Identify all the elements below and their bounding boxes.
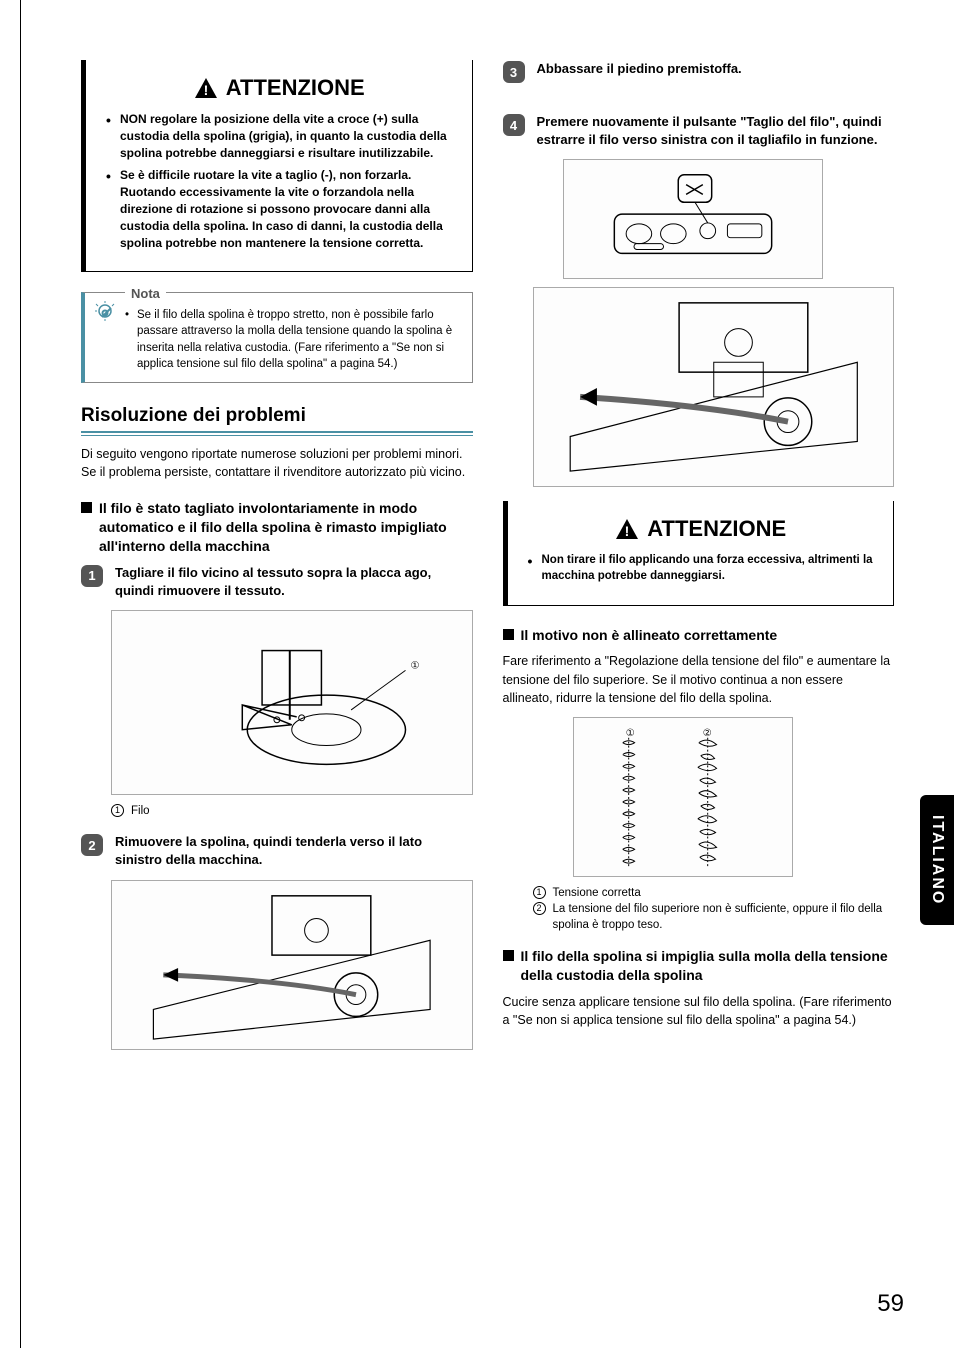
caution-box-2: ! ATTENZIONE Non tirare il filo applican… xyxy=(503,501,895,605)
figure-cut-thread: ① xyxy=(111,610,473,795)
caption-item: 1 Tensione corretta xyxy=(533,885,895,901)
sub3-body: Cucire senza applicare tensione sul filo… xyxy=(503,993,895,1029)
caution-item: Non tirare il filo applicando una forza … xyxy=(528,552,883,584)
caution-label: ATTENZIONE xyxy=(226,75,365,101)
two-column-layout: ! ATTENZIONE NON regolare la posizione d… xyxy=(81,60,894,1308)
nota-text: Se il filo della spolina è troppo strett… xyxy=(125,307,460,371)
nota-title: Nota xyxy=(125,285,166,303)
left-column: ! ATTENZIONE NON regolare la posizione d… xyxy=(81,60,473,1308)
warning-icon: ! xyxy=(194,77,218,99)
subheading-thread-cut: Il filo è stato tagliato involontariamen… xyxy=(81,499,473,556)
figure-remove-bobbin xyxy=(111,880,473,1050)
figure-1-captions: 1 Filo xyxy=(111,803,473,819)
section-intro: Di seguito vengono riportate numerose so… xyxy=(81,445,473,481)
figure-tension-captions: 1 Tensione corretta 2 La tensione del filo… xyxy=(533,885,895,933)
caption-marker-2: 2 xyxy=(533,902,546,915)
lightbulb-icon xyxy=(93,299,117,323)
step-2: 2 Rimuovere la spolina, quindi tenderla … xyxy=(81,833,473,869)
caution-title-2: ! ATTENZIONE xyxy=(520,516,883,542)
svg-text:①: ① xyxy=(410,660,419,671)
caption-marker-1: 1 xyxy=(111,804,124,817)
figure-tension-samples: ① ② xyxy=(573,717,793,877)
page: ! ATTENZIONE NON regolare la posizione d… xyxy=(20,0,954,1348)
svg-text:!: ! xyxy=(203,82,208,98)
spacer xyxy=(503,93,895,113)
caution-list-1: NON regolare la posizione della vite a c… xyxy=(98,111,461,251)
subheading-bobbin-spring: Il filo della spolina si impiglia sulla … xyxy=(503,947,895,985)
step-4: 4 Premere nuovamente il pulsante "Taglio… xyxy=(503,113,895,149)
figure-pull-thread xyxy=(533,287,895,487)
caution-item: Se è difficile ruotare la vite a taglio … xyxy=(106,167,461,251)
nota-box: Nota Se il filo della spolina è troppo s… xyxy=(81,292,473,382)
step-3-text: Abbassare il piedino premistoffa. xyxy=(537,60,895,83)
step-1-text: Tagliare il filo vicino al tessuto sopra… xyxy=(115,564,473,600)
sub2-body: Fare riferimento a "Regolazione della te… xyxy=(503,652,895,706)
language-tab: ITALIANO xyxy=(920,795,954,925)
caution-label: ATTENZIONE xyxy=(647,516,786,542)
svg-text:①: ① xyxy=(625,728,634,739)
caption-text: Tensione corretta xyxy=(553,887,641,899)
warning-icon: ! xyxy=(615,518,639,540)
step-3: 3 Abbassare il piedino premistoffa. xyxy=(503,60,895,83)
figure-button-panel xyxy=(563,159,823,279)
step-badge-2: 2 xyxy=(81,834,103,856)
caption-marker-1: 1 xyxy=(533,886,546,899)
svg-text:②: ② xyxy=(702,728,711,739)
caption-text: Filo xyxy=(131,805,150,817)
section-heading: Risoluzione dei problemi xyxy=(81,405,473,433)
caution-list-2: Non tirare il filo applicando una forza … xyxy=(520,552,883,584)
page-number: 59 xyxy=(877,1290,904,1318)
step-badge-4: 4 xyxy=(503,114,525,136)
caution-box-1: ! ATTENZIONE NON regolare la posizione d… xyxy=(81,60,473,272)
caption-item: 1 Filo xyxy=(111,803,473,819)
nota-list: Se il filo della spolina è troppo strett… xyxy=(125,307,460,371)
svg-text:!: ! xyxy=(625,523,630,539)
step-2-text: Rimuovere la spolina, quindi tenderla ve… xyxy=(115,833,473,869)
caution-title: ! ATTENZIONE xyxy=(98,75,461,101)
caption-item: 2 La tensione del filo superiore non è su… xyxy=(533,901,895,933)
step-1: 1 Tagliare il filo vicino al tessuto sop… xyxy=(81,564,473,600)
step-badge-1: 1 xyxy=(81,565,103,587)
step-badge-3: 3 xyxy=(503,61,525,83)
subheading-misaligned: Il motivo non è allineato correttamente xyxy=(503,626,895,645)
step-4-text: Premere nuovamente il pulsante "Taglio d… xyxy=(537,113,895,149)
caution-item: NON regolare la posizione della vite a c… xyxy=(106,111,461,161)
right-column: 3 Abbassare il piedino premistoffa. 4 Pr… xyxy=(503,60,895,1308)
caption-text: La tensione del filo superiore non è suf… xyxy=(553,903,883,931)
